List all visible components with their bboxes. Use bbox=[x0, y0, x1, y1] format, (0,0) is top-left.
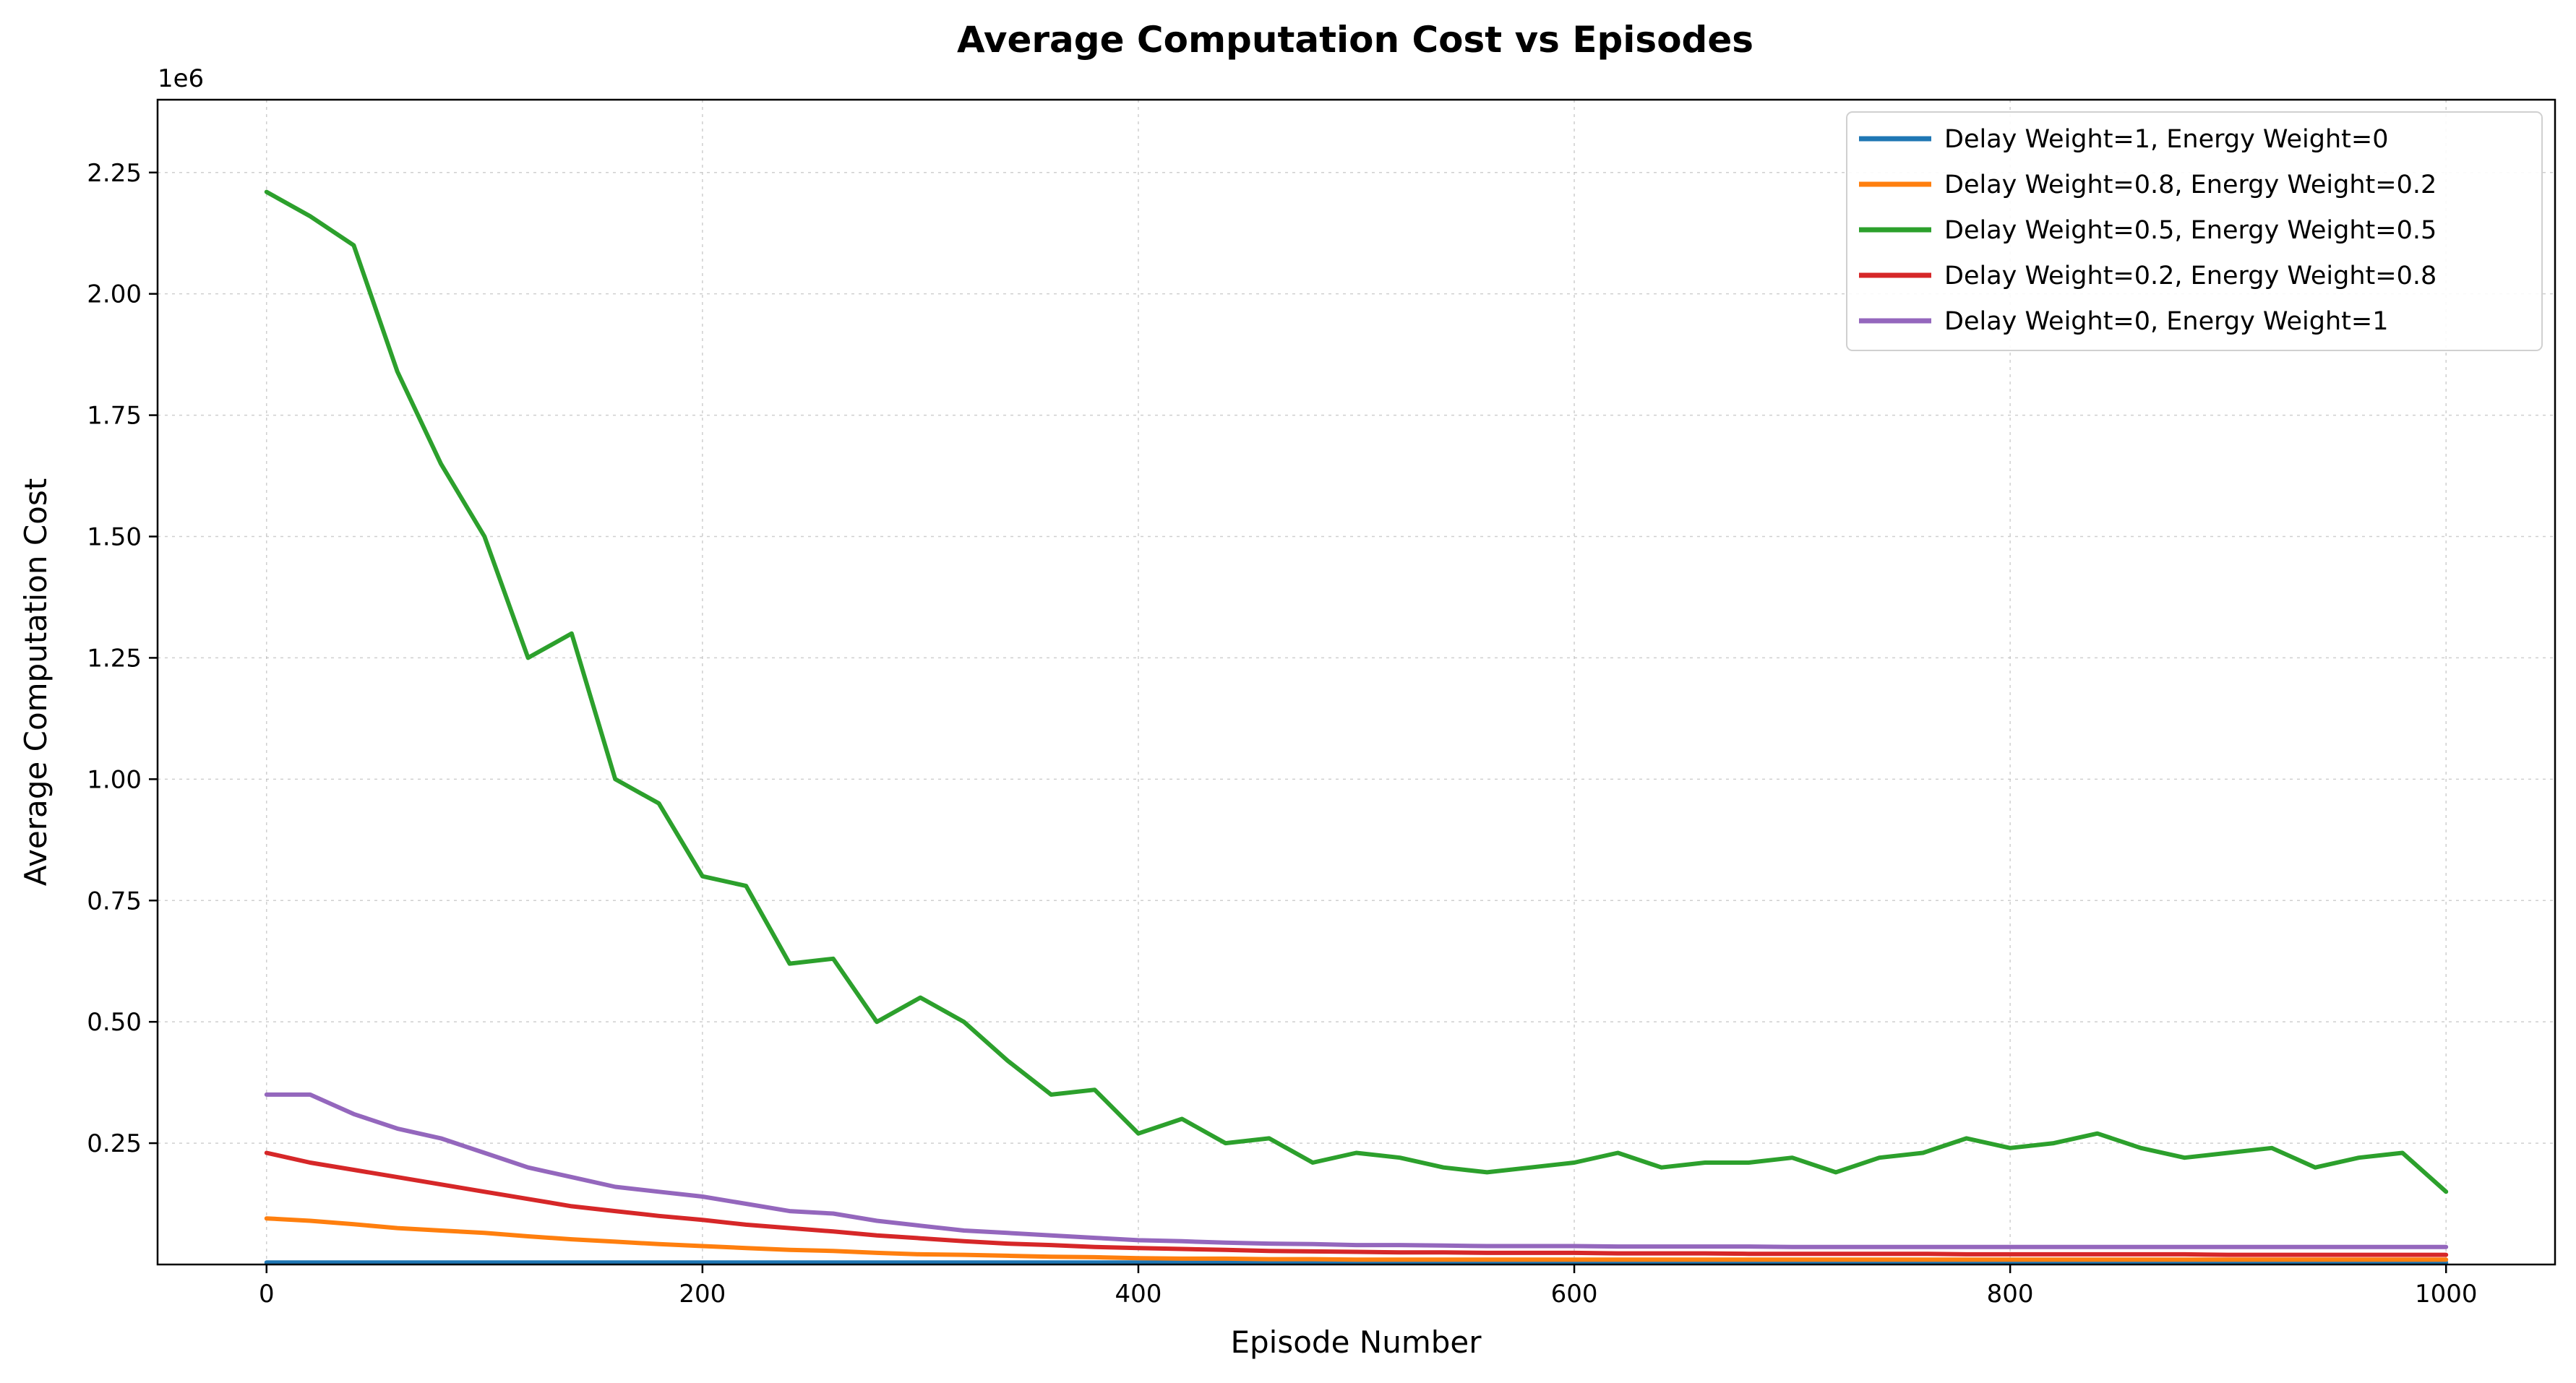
x-tick-label: 600 bbox=[1551, 1280, 1598, 1309]
legend-label: Delay Weight=0, Energy Weight=1 bbox=[1944, 307, 2388, 336]
legend-items: Delay Weight=1, Energy Weight=0 Delay Wei… bbox=[1859, 125, 2437, 336]
y-tick-label: 1.50 bbox=[87, 523, 142, 552]
x-ticks: 0 200 400 600 800 1000 bbox=[259, 1264, 2478, 1309]
series-line bbox=[264, 1150, 2449, 1257]
y-tick-label: 2.00 bbox=[87, 280, 142, 309]
y-offset-label: 1e6 bbox=[158, 64, 204, 93]
series-line bbox=[264, 189, 2449, 1194]
legend-label: Delay Weight=1, Energy Weight=0 bbox=[1944, 125, 2388, 154]
y-tick-label: 1.75 bbox=[87, 402, 142, 431]
y-tick-label: 0.50 bbox=[87, 1008, 142, 1037]
grid-lines bbox=[158, 100, 2555, 1264]
series-line bbox=[264, 1216, 2449, 1262]
legend-label: Delay Weight=0.8, Energy Weight=0.2 bbox=[1944, 171, 2437, 199]
y-tick-label: 0.75 bbox=[87, 887, 142, 915]
x-tick-label: 800 bbox=[1987, 1280, 2034, 1309]
series-line bbox=[264, 1092, 2449, 1249]
y-tick-label: 1.00 bbox=[87, 765, 142, 794]
y-ticks: 0.25 0.50 0.75 1.00 1.25 1.50 1.75 2.00 2.25 bbox=[87, 159, 158, 1158]
plot-frame bbox=[156, 98, 2556, 1266]
y-tick-label: 0.25 bbox=[87, 1129, 142, 1158]
legend: Delay Weight=1, Energy Weight=0 Delay Wei… bbox=[1846, 111, 2543, 351]
x-tick-label: 0 bbox=[259, 1280, 275, 1309]
chart-title: Average Computation Cost vs Episodes bbox=[957, 19, 1753, 61]
legend-label: Delay Weight=0.2, Energy Weight=0.8 bbox=[1944, 262, 2437, 290]
series-lines bbox=[264, 189, 2449, 1265]
x-tick-label: 200 bbox=[679, 1280, 726, 1309]
legend-box bbox=[1846, 111, 2543, 351]
y-tick-label: 2.25 bbox=[87, 159, 142, 188]
y-axis-label: Average Computation Cost bbox=[18, 478, 53, 886]
legend-label: Delay Weight=0.5, Energy Weight=0.5 bbox=[1944, 216, 2437, 245]
y-tick-label: 1.25 bbox=[87, 644, 142, 673]
x-tick-label: 400 bbox=[1115, 1280, 1162, 1309]
x-axis-label: Episode Number bbox=[1230, 1324, 1482, 1360]
x-tick-label: 1000 bbox=[2415, 1280, 2478, 1309]
